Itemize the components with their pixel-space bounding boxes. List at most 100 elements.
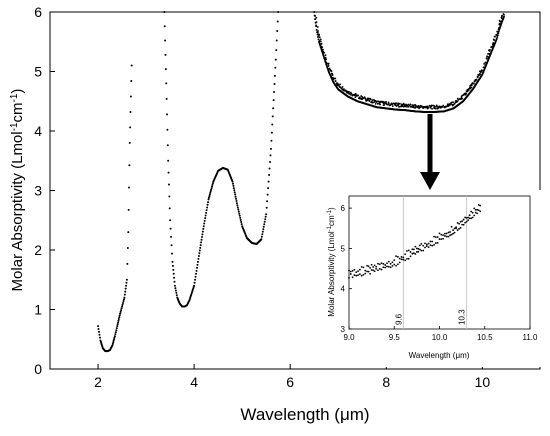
data-point <box>498 22 501 25</box>
inset-data-point <box>358 268 361 271</box>
data-point <box>166 128 169 131</box>
inset-data-point <box>444 232 446 235</box>
data-point <box>465 92 468 95</box>
inset-data-point <box>366 270 368 273</box>
inset-data-point <box>477 203 480 206</box>
inset-data-point <box>461 220 464 223</box>
data-point <box>456 100 459 103</box>
data-point <box>200 241 203 244</box>
data-point <box>391 102 393 105</box>
inset-data-point <box>438 238 441 240</box>
data-point <box>98 330 100 333</box>
data-point <box>121 303 124 306</box>
data-point <box>130 64 133 67</box>
data-point <box>239 218 242 221</box>
data-point <box>273 82 276 85</box>
data-point <box>398 102 401 105</box>
data-point <box>323 51 326 54</box>
data-point <box>267 180 270 183</box>
data-point <box>315 28 318 31</box>
data-point <box>116 323 119 326</box>
y-tick-label: 5 <box>34 64 42 80</box>
inset-x-tick-label: 9.0 <box>343 333 355 342</box>
data-point <box>196 263 199 266</box>
data-point <box>167 171 170 174</box>
data-point <box>467 89 470 91</box>
inset-data-point <box>476 208 479 211</box>
inset-data-point <box>424 246 426 249</box>
data-point <box>263 220 266 223</box>
inset-data-point <box>387 265 390 268</box>
data-point <box>385 101 388 103</box>
data-point <box>274 66 277 69</box>
data-point <box>210 187 213 190</box>
data-point <box>327 65 330 67</box>
data-point <box>175 294 178 297</box>
data-point <box>118 316 121 319</box>
y-tick-label: 6 <box>34 4 42 20</box>
data-point <box>98 336 101 339</box>
data-point <box>123 293 126 296</box>
data-point <box>202 227 205 230</box>
data-point <box>170 235 173 238</box>
inset-data-point <box>467 216 470 219</box>
data-point <box>263 223 266 226</box>
data-point <box>235 202 238 205</box>
data-point <box>483 63 485 65</box>
data-point <box>173 284 176 287</box>
data-point <box>210 188 213 191</box>
data-point <box>269 160 272 163</box>
inset-data-point <box>447 231 450 234</box>
data-point <box>502 15 505 18</box>
inset-data-point <box>465 217 468 219</box>
inset-data-point <box>468 214 471 217</box>
data-point <box>127 231 130 234</box>
inset-data-point <box>442 234 445 237</box>
inset-data-point <box>377 269 379 272</box>
data-point <box>236 204 239 207</box>
data-point <box>168 195 171 198</box>
inset-y-axis-label: Molar Absorptivity (Lmol-1cm-1) <box>327 207 336 317</box>
data-point <box>237 208 240 211</box>
data-point <box>363 96 366 99</box>
inset-data-point <box>358 273 361 276</box>
data-point <box>317 35 320 38</box>
data-point <box>204 217 207 220</box>
data-point <box>391 105 394 108</box>
inset-data-point <box>429 244 432 247</box>
inset-data-point <box>353 268 356 271</box>
data-point <box>456 97 459 100</box>
data-point <box>207 198 210 201</box>
inset-data-point <box>474 211 477 214</box>
data-point <box>316 26 319 28</box>
main-axis-ticks: 2 4 6 8 10 0 1 2 3 4 5 6 <box>34 4 490 390</box>
inset-data-point <box>449 231 451 233</box>
data-point <box>129 110 132 113</box>
data-point <box>208 195 211 198</box>
inset-data-point <box>468 217 471 220</box>
data-point <box>407 103 410 106</box>
data-point <box>470 84 473 87</box>
data-point <box>314 18 317 21</box>
data-point <box>261 233 264 236</box>
inset-data-point <box>422 249 425 252</box>
data-point <box>169 219 172 222</box>
inset-data-point <box>360 265 363 268</box>
inset-data-point <box>453 231 456 234</box>
inset-data-point <box>367 265 370 268</box>
data-point <box>412 105 415 108</box>
callout-arrow <box>420 114 440 190</box>
inset-data-point <box>464 221 467 224</box>
inset-data-point <box>398 257 401 260</box>
data-point <box>387 101 390 104</box>
data-point <box>379 103 381 106</box>
data-point <box>211 183 214 186</box>
inset-data-point <box>464 216 467 219</box>
data-point <box>470 86 473 89</box>
inset-data-point <box>450 233 453 236</box>
data-point <box>266 193 269 196</box>
data-point <box>265 206 268 209</box>
data-point <box>205 211 208 214</box>
data-point <box>114 331 117 334</box>
